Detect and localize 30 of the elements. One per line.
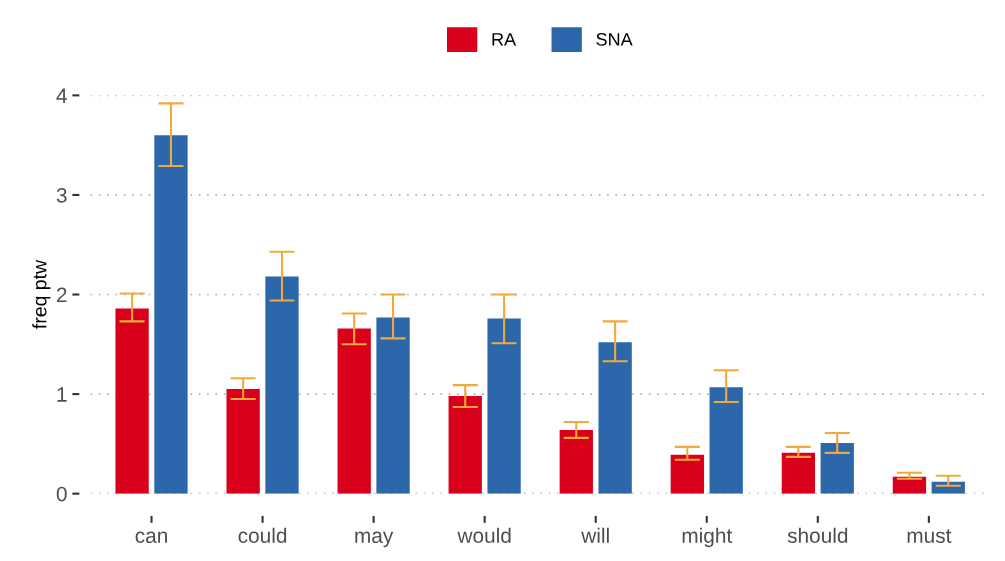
- x-tick-label: must: [907, 529, 952, 544]
- bar: [781, 452, 816, 494]
- bar: [820, 442, 854, 494]
- y-tick-label: 3: [56, 187, 67, 203]
- bar: [265, 276, 299, 494]
- bar: [115, 308, 149, 494]
- x-tick-label: will: [581, 527, 609, 543]
- y-tick-label: 2: [57, 287, 67, 303]
- y-tick-label: 4: [56, 88, 67, 103]
- bar: [487, 318, 521, 494]
- x-tick-label: could: [238, 527, 287, 544]
- bar: [376, 317, 410, 494]
- legend-label: RA: [492, 33, 517, 46]
- bar: [709, 387, 743, 494]
- x-tick-label: would: [457, 527, 511, 544]
- bar: [670, 454, 704, 494]
- x-tick-label: can: [135, 531, 167, 544]
- y-axis-title: freq ptw: [32, 259, 51, 329]
- bar: [154, 135, 188, 494]
- y-tick-label: 1: [57, 387, 67, 402]
- y-tick-label: 0: [56, 486, 67, 502]
- bar: [448, 396, 482, 494]
- bar: [226, 389, 260, 494]
- bar: [598, 342, 632, 494]
- x-tick-label: might: [682, 527, 733, 548]
- bar: [337, 328, 371, 494]
- legend-label: SNA: [596, 32, 633, 46]
- x-tick-label: should: [787, 527, 848, 544]
- bar: [559, 429, 593, 494]
- x-tick-label: may: [355, 531, 394, 548]
